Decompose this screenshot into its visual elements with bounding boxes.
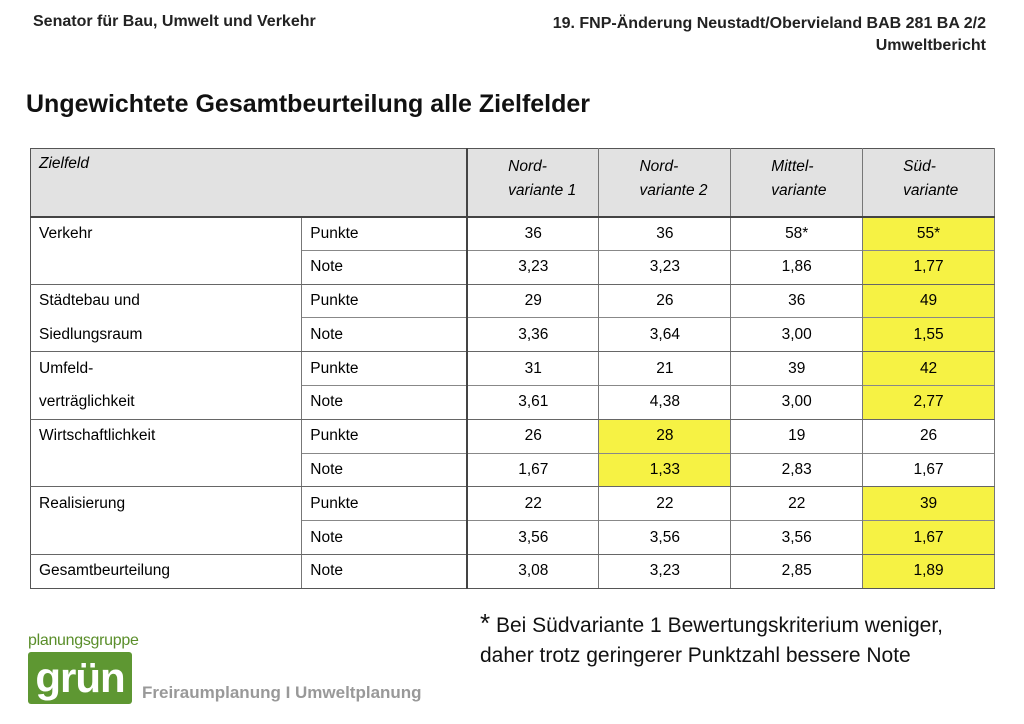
- table-header-row: Zielfeld Nord-variante 1 Nord-variante 2…: [30, 148, 995, 218]
- value-cell: 3,56: [467, 520, 600, 555]
- value-cell: 55*: [862, 216, 995, 251]
- zielfeld-cell: Städtebau und: [39, 292, 140, 310]
- value-cell: 22: [467, 486, 600, 521]
- zielfeld-cell: verträglichkeit: [30, 385, 302, 420]
- metric-cell: Punkte: [301, 351, 469, 386]
- value-cell: 1,67: [862, 520, 995, 555]
- zielfeld-cell: Siedlungsraum: [30, 317, 302, 353]
- table-row: Note 3,23 3,23 1,86 1,77: [30, 249, 995, 285]
- value-cell: 22: [598, 486, 732, 521]
- table-row: Wirtschaftlichkeit Punkte 26 28 19 26: [31, 419, 995, 454]
- value-cell: 39: [862, 486, 995, 521]
- table-row: Gesamtbeurteilung Note 3,08 3,23 2,85 1,89: [30, 554, 995, 589]
- value-cell: 31: [467, 351, 600, 386]
- value-cell: 36: [598, 216, 732, 251]
- zielfeld-cell: [30, 520, 302, 555]
- value-cell: 2,77: [862, 384, 995, 420]
- value-cell: 19: [730, 419, 864, 454]
- metric-cell: Note: [301, 317, 469, 353]
- value-cell: 1,77: [862, 249, 995, 285]
- value-cell: 3,56: [598, 520, 732, 555]
- value-cell: 1,33: [598, 452, 732, 488]
- value-cell: 3,61: [467, 384, 600, 420]
- value-cell: 1,89: [862, 554, 995, 589]
- table-row: Verkehr Punkte 36 36 58* 55*: [31, 216, 995, 251]
- table-row: Note 3,56 3,56 3,56 1,67: [30, 520, 995, 555]
- metric-cell: Note: [301, 452, 469, 488]
- value-cell: 4,38: [598, 384, 732, 420]
- value-cell: 36: [467, 216, 600, 251]
- value-cell: 3,23: [598, 249, 732, 285]
- value-cell: 22: [730, 486, 864, 521]
- evaluation-table: Zielfeld Nord-variante 1 Nord-variante 2…: [30, 148, 995, 589]
- footnote: * Bei Südvariante 1 Bewertungskriterium …: [480, 608, 1000, 671]
- header-right-line2: Umweltbericht: [875, 37, 986, 54]
- metric-cell: Note: [301, 520, 469, 555]
- value-cell: 28: [598, 419, 732, 454]
- header-variant: Süd-variante: [862, 148, 995, 218]
- zielfeld-cell: Gesamtbeurteilung: [30, 554, 302, 589]
- value-cell: 1,86: [730, 249, 864, 285]
- value-cell: 26: [862, 419, 995, 454]
- value-cell: 1,55: [862, 317, 995, 353]
- metric-cell: Note: [301, 554, 469, 589]
- value-cell: 3,23: [467, 249, 600, 285]
- table-row: verträglichkeit Note 3,61 4,38 3,00 2,77: [30, 384, 995, 420]
- metric-cell: Punkte: [301, 284, 469, 318]
- header-variant: Nord-variante 2: [598, 148, 732, 218]
- header-right-line1: 19. FNP-Änderung Neustadt/Obervieland BA…: [552, 15, 986, 32]
- value-cell: 3,00: [730, 384, 864, 420]
- value-cell: 26: [467, 419, 600, 454]
- metric-cell: Note: [301, 384, 469, 420]
- logo: planungsgruppe grün: [28, 632, 139, 710]
- zielfeld-cell: [30, 250, 302, 285]
- metric-cell: Punkte: [301, 216, 469, 251]
- zielfeld-cell: Umfeld-: [39, 359, 94, 377]
- zielfeld-cell: Wirtschaftlichkeit: [39, 427, 156, 445]
- zielfeld-cell: Verkehr: [39, 224, 93, 242]
- value-cell: 42: [862, 351, 995, 386]
- value-cell: 39: [730, 351, 864, 386]
- footnote-star: *: [480, 608, 491, 638]
- value-cell: 21: [598, 351, 732, 386]
- page-title: Ungewichtete Gesamtbeurteilung alle Ziel…: [26, 90, 591, 118]
- header-left: Senator für Bau, Umwelt und Verkehr: [33, 13, 316, 30]
- table-row: Siedlungsraum Note 3,36 3,64 3,00 1,55: [30, 317, 995, 353]
- header-right: 19. FNP-Änderung Neustadt/Obervieland BA…: [553, 13, 986, 57]
- value-cell: 3,08: [467, 554, 600, 589]
- value-cell: 2,83: [730, 452, 864, 488]
- header-variant: Mittel-variante: [730, 148, 864, 218]
- logo-word: grün: [28, 652, 132, 704]
- logo-top-text: planungsgruppe: [28, 632, 139, 649]
- value-cell: 49: [862, 284, 995, 318]
- value-cell: 26: [598, 284, 732, 318]
- header-variant: Nord-variante 1: [467, 148, 600, 218]
- value-cell: 3,36: [467, 317, 600, 353]
- value-cell: 29: [467, 284, 600, 318]
- table-row: Realisierung Punkte 22 22 22 39: [31, 486, 995, 521]
- value-cell: 36: [730, 284, 864, 318]
- table-row: Note 1,67 1,33 2,83 1,67: [30, 452, 995, 488]
- value-cell: 3,00: [730, 317, 864, 353]
- footnote-text: Bei Südvariante 1 Bewertungskriterium we…: [480, 614, 944, 667]
- value-cell: 3,23: [598, 554, 732, 589]
- metric-cell: Punkte: [301, 486, 469, 521]
- value-cell: 2,85: [730, 554, 864, 589]
- header-zielfeld: Zielfeld: [30, 148, 469, 218]
- value-cell: 3,56: [730, 520, 864, 555]
- value-cell: 58*: [730, 216, 864, 251]
- zielfeld-cell: [30, 453, 302, 488]
- value-cell: 3,64: [598, 317, 732, 353]
- value-cell: 1,67: [467, 452, 600, 488]
- metric-cell: Punkte: [301, 419, 469, 454]
- zielfeld-cell: Realisierung: [39, 495, 126, 513]
- value-cell: 1,67: [862, 452, 995, 488]
- table-row: Umfeld- Punkte 31 21 39 42: [31, 351, 995, 386]
- table-row: Städtebau und Punkte 29 26 36 49: [31, 284, 995, 318]
- metric-cell: Note: [301, 249, 469, 285]
- tagline: Freiraumplanung I Umweltplanung: [142, 683, 422, 702]
